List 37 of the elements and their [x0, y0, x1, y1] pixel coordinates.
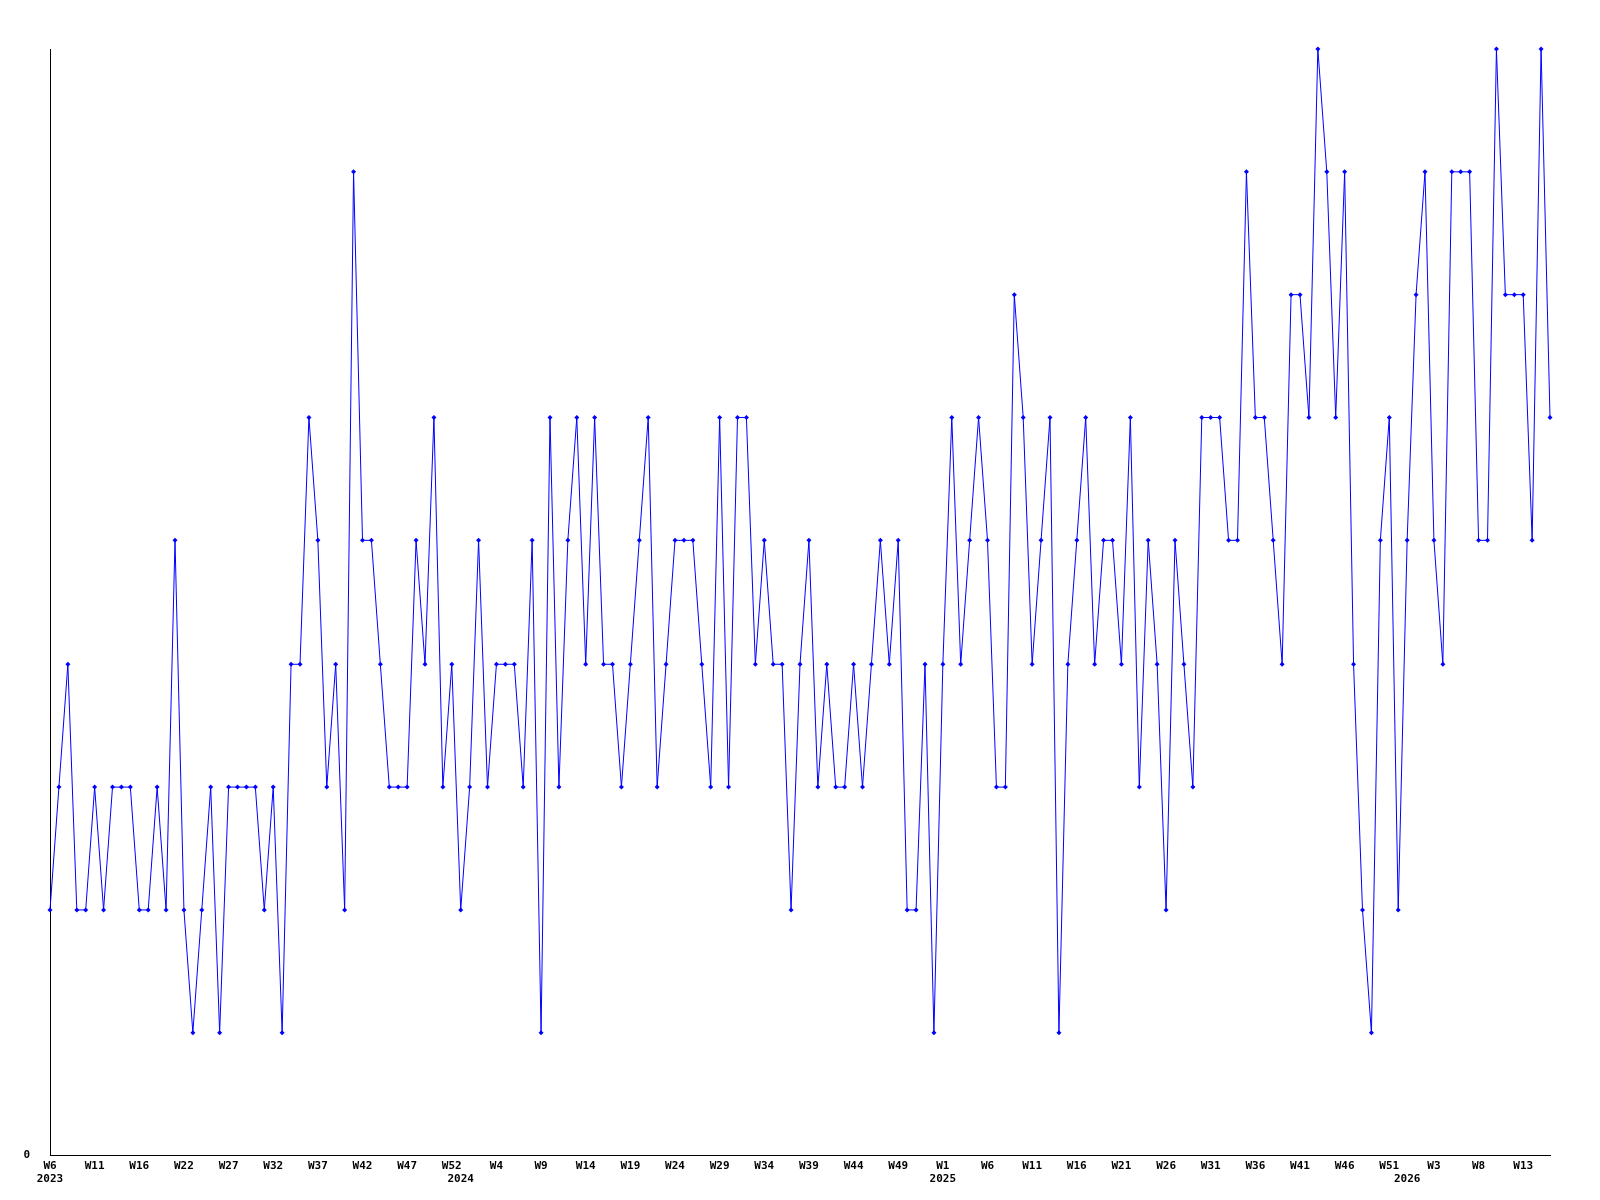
x-tick-label: W11 [84, 1159, 105, 1173]
x-tick-label: W6 2023 [36, 1159, 64, 1186]
x-tick-label: W39 [798, 1159, 819, 1173]
x-tick-label: W14 [575, 1159, 597, 1173]
x-tick-label: W29 [709, 1159, 730, 1173]
x-tick-label: W27 [218, 1159, 239, 1173]
x-tick-label: W6 [980, 1159, 995, 1173]
x-tick-label: W1 2025 [929, 1159, 957, 1186]
x-tick-label: W52 [441, 1159, 462, 1173]
x-tick-label: W41 [1290, 1159, 1311, 1173]
x-tick-label: W11 [1022, 1159, 1043, 1173]
x-tick-label: 2024 [447, 1172, 475, 1186]
text: 0 [23, 1148, 30, 1162]
x-tick-label: W8 [1471, 1159, 1486, 1173]
x-tick-label: W36 [1245, 1159, 1266, 1173]
x-tick-label: W24 [665, 1159, 686, 1173]
x-tick-label: W44 [843, 1159, 864, 1173]
x-tick-label: W16 [129, 1159, 150, 1173]
x-tick-label: W42 [352, 1159, 373, 1173]
x-tick-label: W47 [397, 1159, 418, 1173]
x-tick-label: W46 [1334, 1159, 1355, 1173]
x-tick-label: W3 [1427, 1159, 1441, 1173]
x-tick-label: 2026 [1393, 1172, 1421, 1186]
x-tick-label: W32 [263, 1159, 284, 1173]
x-tick-label: W13 [1513, 1159, 1534, 1173]
x-tick-label: W31 [1200, 1159, 1222, 1173]
x-tick-label: W34 [754, 1159, 775, 1173]
x-tick-label: W49 [888, 1159, 909, 1173]
x-tick-label: W4 [489, 1159, 504, 1173]
x-tick-label: W22 [173, 1159, 194, 1173]
x-tick-label: W51 [1379, 1159, 1400, 1173]
x-tick-label: W19 [620, 1159, 641, 1173]
x-tick-label: W16 [1066, 1159, 1088, 1173]
x-tick-label: W21 [1111, 1159, 1132, 1173]
x-tick-label: W9 [534, 1159, 548, 1173]
x-tick-label: W37 [307, 1159, 328, 1173]
x-tick-label: W26 [1156, 1159, 1177, 1173]
